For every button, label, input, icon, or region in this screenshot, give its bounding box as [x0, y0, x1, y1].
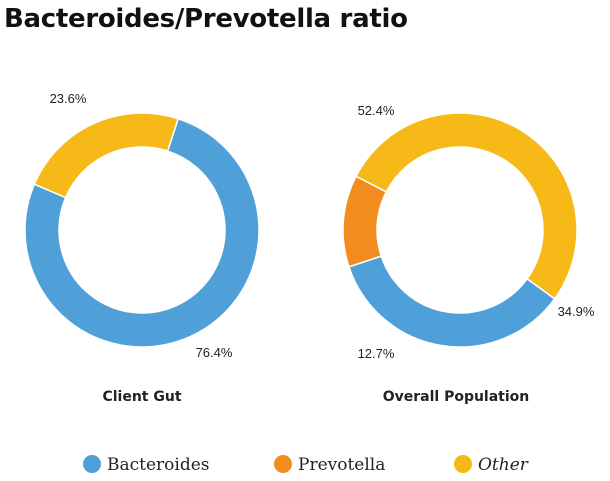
chart-label-client-gut: Client Gut [102, 389, 181, 405]
legend-marker-other [454, 455, 472, 473]
data-label-client-gut-other: 23.6% [50, 91, 87, 106]
data-label-overall-population-prevotella: 12.7% [358, 346, 395, 361]
slice-client-gut-other [33, 112, 180, 199]
legend-marker-bacteroides [83, 455, 101, 473]
slice-overall-population-other [355, 112, 578, 300]
legend: Bacteroides Prevotella Other [83, 455, 529, 475]
legend-label-bacteroides: Bacteroides [107, 455, 210, 475]
slice-overall-population-bacteroides [348, 255, 556, 348]
chart-label-overall-population: Overall Population [383, 389, 530, 405]
data-label-overall-population-bacteroides: 34.9% [558, 304, 595, 319]
data-label-overall-population-other: 52.4% [358, 103, 395, 118]
chart-title: Bacteroides/Prevotella ratio [4, 4, 408, 34]
donut-client-gut: 76.4% 23.6% Client Gut [24, 91, 260, 405]
slice-client-gut-bacteroides [24, 117, 260, 348]
data-label-client-gut-bacteroides: 76.4% [196, 345, 233, 360]
legend-label-prevotella: Prevotella [298, 455, 385, 475]
donut-overall-population: 34.9% 12.7% 52.4% Overall Population [342, 103, 595, 405]
slice-overall-population-prevotella [342, 175, 388, 268]
legend-label-other: Other [478, 455, 529, 475]
legend-marker-prevotella [274, 455, 292, 473]
